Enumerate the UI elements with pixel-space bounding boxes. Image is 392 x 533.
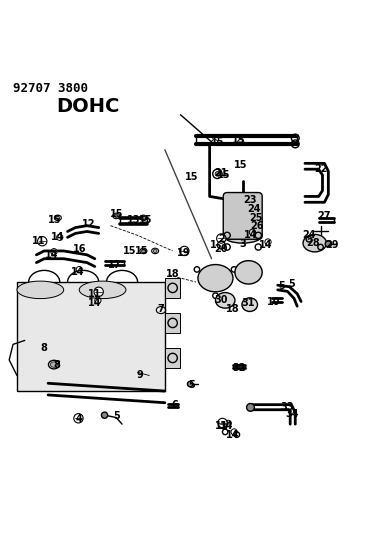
Text: 14: 14 xyxy=(88,298,102,309)
Ellipse shape xyxy=(51,362,58,367)
Circle shape xyxy=(325,241,332,247)
Text: 10: 10 xyxy=(267,296,281,306)
Circle shape xyxy=(247,403,254,411)
Text: 6: 6 xyxy=(171,400,178,410)
Text: 14: 14 xyxy=(244,230,257,240)
Circle shape xyxy=(74,414,83,423)
Circle shape xyxy=(180,246,189,256)
Ellipse shape xyxy=(235,261,262,284)
Text: 8: 8 xyxy=(41,343,48,353)
Text: 15: 15 xyxy=(109,209,123,219)
Text: 14: 14 xyxy=(260,240,273,250)
Text: 20: 20 xyxy=(214,244,228,254)
Circle shape xyxy=(187,381,193,387)
Text: 34: 34 xyxy=(286,409,299,419)
Text: 14: 14 xyxy=(51,232,65,243)
Ellipse shape xyxy=(223,228,262,243)
Text: 15: 15 xyxy=(185,172,199,182)
Ellipse shape xyxy=(198,264,233,292)
Text: 17: 17 xyxy=(107,260,121,270)
Circle shape xyxy=(38,237,47,246)
Text: 32: 32 xyxy=(232,362,245,373)
Text: 31: 31 xyxy=(242,298,255,309)
Text: 26: 26 xyxy=(251,221,264,231)
Text: 7: 7 xyxy=(158,304,164,314)
Text: 5: 5 xyxy=(113,411,120,422)
Ellipse shape xyxy=(17,281,64,298)
Text: 18: 18 xyxy=(166,269,180,279)
FancyBboxPatch shape xyxy=(165,278,180,297)
Text: 27: 27 xyxy=(318,211,331,221)
Circle shape xyxy=(218,418,227,427)
Text: 25: 25 xyxy=(250,213,263,223)
Text: 2: 2 xyxy=(218,235,225,244)
Circle shape xyxy=(217,234,226,243)
Circle shape xyxy=(215,172,220,176)
Text: 22: 22 xyxy=(314,164,327,174)
Text: 15: 15 xyxy=(232,135,245,145)
Circle shape xyxy=(219,419,228,429)
Text: 3: 3 xyxy=(240,239,246,249)
Ellipse shape xyxy=(114,214,118,217)
Ellipse shape xyxy=(142,216,145,220)
Text: 24: 24 xyxy=(248,204,261,214)
FancyBboxPatch shape xyxy=(17,282,165,391)
Text: 11: 11 xyxy=(214,421,228,431)
Text: 8: 8 xyxy=(54,360,60,370)
Text: 29: 29 xyxy=(325,240,339,250)
Text: 24: 24 xyxy=(302,230,316,240)
Text: 33: 33 xyxy=(281,402,294,411)
Text: 1: 1 xyxy=(210,240,217,250)
Text: 30: 30 xyxy=(214,295,228,304)
Text: 9: 9 xyxy=(136,370,143,381)
Ellipse shape xyxy=(56,216,60,220)
Text: 15: 15 xyxy=(211,137,224,147)
Ellipse shape xyxy=(216,293,235,308)
Text: 15: 15 xyxy=(216,170,230,180)
Text: 5: 5 xyxy=(288,279,295,289)
Text: 15: 15 xyxy=(123,246,136,256)
Text: 15: 15 xyxy=(135,246,148,256)
Text: 5: 5 xyxy=(189,380,196,390)
Text: 14: 14 xyxy=(45,250,59,260)
Text: 23: 23 xyxy=(244,195,257,205)
FancyBboxPatch shape xyxy=(165,313,180,333)
Ellipse shape xyxy=(153,249,157,253)
Text: 13: 13 xyxy=(127,215,140,225)
Text: 15: 15 xyxy=(48,215,62,225)
Ellipse shape xyxy=(242,298,258,311)
Text: 11: 11 xyxy=(32,236,45,246)
Text: 21: 21 xyxy=(214,168,228,178)
FancyBboxPatch shape xyxy=(165,348,180,368)
Circle shape xyxy=(102,412,108,418)
Text: 14: 14 xyxy=(220,421,234,431)
FancyBboxPatch shape xyxy=(223,192,262,239)
Text: 15: 15 xyxy=(234,160,247,171)
Text: 92707 3800: 92707 3800 xyxy=(13,82,88,95)
Text: 18: 18 xyxy=(226,304,240,314)
Text: 19: 19 xyxy=(177,248,190,258)
Text: 16: 16 xyxy=(73,244,86,254)
Text: 5: 5 xyxy=(278,281,285,291)
Text: 15: 15 xyxy=(139,215,152,225)
Ellipse shape xyxy=(303,235,327,252)
Text: DOHC: DOHC xyxy=(56,97,119,116)
Text: 14: 14 xyxy=(226,430,240,440)
Text: 14: 14 xyxy=(71,268,84,277)
Text: 12: 12 xyxy=(82,219,96,229)
Ellipse shape xyxy=(79,281,126,298)
Text: 4: 4 xyxy=(76,414,83,424)
Text: 28: 28 xyxy=(306,238,319,248)
Circle shape xyxy=(94,287,103,296)
Ellipse shape xyxy=(142,249,145,253)
Text: 11: 11 xyxy=(88,289,102,298)
